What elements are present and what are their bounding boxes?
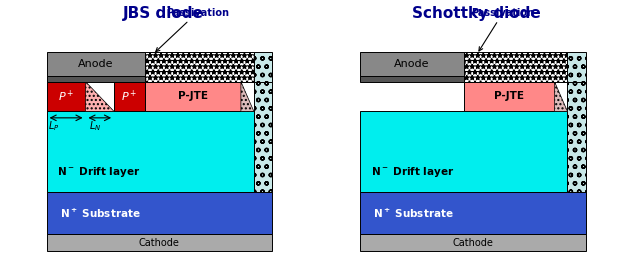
Text: P-JTE: P-JTE bbox=[178, 91, 208, 102]
Bar bbox=[360, 234, 586, 251]
Bar bbox=[47, 234, 272, 251]
Bar bbox=[568, 82, 586, 192]
Bar bbox=[254, 52, 272, 82]
Bar bbox=[464, 82, 554, 111]
Text: $\mathbf{N^-}$ Drift layer: $\mathbf{N^-}$ Drift layer bbox=[57, 165, 140, 179]
Bar bbox=[464, 52, 568, 82]
Text: P-JTE: P-JTE bbox=[494, 91, 524, 102]
Bar bbox=[47, 82, 86, 111]
Text: Cathode: Cathode bbox=[139, 238, 180, 248]
Text: JBS diode: JBS diode bbox=[123, 6, 204, 21]
Text: $L_P$: $L_P$ bbox=[48, 119, 60, 133]
Bar bbox=[360, 111, 586, 192]
Text: Anode: Anode bbox=[78, 59, 114, 69]
Bar bbox=[360, 76, 464, 82]
Text: $P^+$: $P^+$ bbox=[121, 89, 138, 104]
Text: $P^+$: $P^+$ bbox=[58, 89, 74, 104]
Text: $L_N$: $L_N$ bbox=[90, 119, 102, 133]
Text: $\mathbf{N^-}$ Drift layer: $\mathbf{N^-}$ Drift layer bbox=[371, 165, 454, 179]
Text: $\mathbf{N^+}$ Substrate: $\mathbf{N^+}$ Substrate bbox=[373, 206, 454, 220]
Bar bbox=[145, 52, 254, 82]
Bar bbox=[47, 76, 145, 82]
Polygon shape bbox=[554, 82, 568, 111]
Text: $\mathbf{N^+}$ Substrate: $\mathbf{N^+}$ Substrate bbox=[60, 206, 140, 220]
Bar bbox=[360, 192, 586, 234]
Bar bbox=[47, 111, 272, 192]
Polygon shape bbox=[241, 82, 254, 111]
Text: Anode: Anode bbox=[394, 59, 430, 69]
Bar bbox=[568, 52, 586, 82]
Bar bbox=[254, 82, 272, 192]
Polygon shape bbox=[86, 82, 114, 111]
Text: Cathode: Cathode bbox=[452, 238, 493, 248]
Bar bbox=[114, 82, 145, 111]
Text: Passivation: Passivation bbox=[472, 8, 534, 51]
Text: Passivation: Passivation bbox=[156, 8, 228, 52]
Bar bbox=[360, 52, 464, 76]
Bar bbox=[47, 52, 145, 76]
Bar bbox=[145, 82, 241, 111]
Text: Schottky diode: Schottky diode bbox=[412, 6, 541, 21]
Bar bbox=[47, 192, 272, 234]
